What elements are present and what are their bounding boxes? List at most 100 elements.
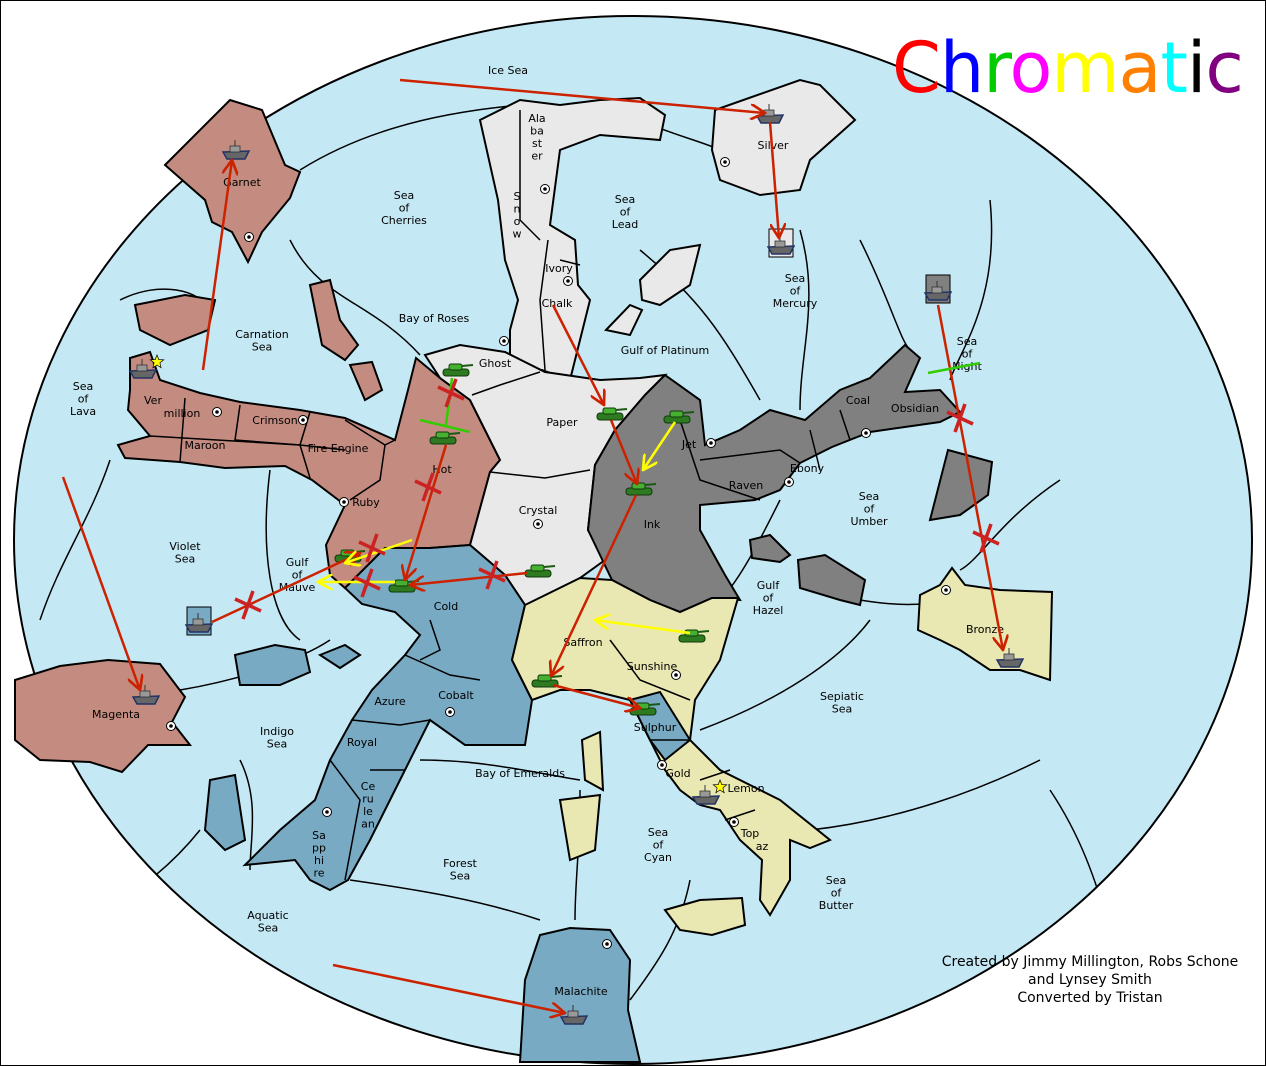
order-arrow <box>61 476 140 690</box>
region-label-line: S <box>514 190 521 203</box>
region-label-line: an <box>361 818 375 831</box>
fleet-icon[interactable] <box>221 140 251 160</box>
failed-order-x-icon <box>358 533 386 563</box>
region-label-line: Ruby <box>352 496 380 509</box>
territory-garnet[interactable] <box>163 98 302 265</box>
territory-bronze[interactable] <box>916 566 1054 682</box>
region-label: Violet Sea <box>169 540 201 566</box>
region-label-line: Sea <box>175 553 196 566</box>
region-label-line: Crystal <box>519 504 558 517</box>
order-arrow <box>595 620 691 635</box>
region-label-line: of <box>763 592 775 605</box>
army-tank-icon[interactable] <box>442 363 474 377</box>
territory-silver[interactable] <box>710 78 857 197</box>
region-label-line: Sea <box>615 193 636 206</box>
region-label-line: Umber <box>850 515 888 528</box>
region-label: Sa pp hi re <box>312 829 326 880</box>
region-label: Sea of Lava <box>70 380 96 418</box>
region-label: Sea of Lead <box>612 193 638 231</box>
island-yellow-2 <box>558 793 602 862</box>
supply-center-icon <box>720 157 730 167</box>
region-label-line: Lava <box>70 405 96 418</box>
region-label: Jet <box>681 438 697 451</box>
order-arrow <box>936 304 1003 650</box>
supply-center-icon <box>671 670 681 680</box>
island-gray-2 <box>796 553 867 607</box>
region-label-line: Bay of Roses <box>399 312 470 325</box>
order-arrow <box>643 421 677 470</box>
fleet-icon[interactable] <box>128 359 158 379</box>
army-tank-icon[interactable] <box>663 410 695 424</box>
title-letter: r <box>983 27 1010 109</box>
region-label-line: Garnet <box>223 176 261 189</box>
region-label-line: Sulphur <box>634 721 677 734</box>
army-tank-icon[interactable] <box>596 407 628 421</box>
supply-center-icon <box>657 760 667 770</box>
region-label-line: Maroon <box>185 439 226 452</box>
fleet-icon[interactable] <box>131 685 161 705</box>
orders <box>61 78 1003 1013</box>
region-label-line: of <box>292 569 304 582</box>
region-label-line: Ala <box>528 112 545 125</box>
region-label-line: Gold <box>665 767 690 780</box>
supply-center-icon <box>339 497 349 507</box>
army-tank-icon[interactable] <box>429 431 461 445</box>
title-letter: c <box>1205 27 1243 109</box>
island-blue-1 <box>233 643 312 686</box>
region-label: Indigo Sea <box>260 725 294 751</box>
island-white-1 <box>638 243 702 307</box>
title-letter: m <box>1051 27 1119 109</box>
credits-line-2: and Lynsey Smith <box>1028 972 1152 988</box>
territory-malachite[interactable] <box>518 926 642 1063</box>
supply-center-icon <box>941 585 951 595</box>
title-letter: o <box>1009 27 1053 109</box>
region-label-line: Paper <box>546 416 578 429</box>
region-label: Sea of Cherries <box>381 189 427 227</box>
region-label-line: le <box>363 805 373 818</box>
region-label-line: Jet <box>681 438 697 451</box>
credits-line-1: Created by Jimmy Millington, Robs Schone <box>941 954 1239 970</box>
territory-blue-mainland[interactable] <box>242 543 534 892</box>
region-label: Ink <box>644 518 661 531</box>
home-star-icon <box>149 354 165 369</box>
region-label: Crimson <box>252 414 297 427</box>
supply-center-icon <box>244 232 254 242</box>
region-label-line: Ce <box>361 780 376 793</box>
region-label: Aquatic Sea <box>247 909 288 935</box>
region-label-line: Lead <box>612 218 638 231</box>
region-label: Sea of Umber <box>850 490 888 528</box>
region-label-line: Ivory <box>545 262 573 275</box>
failed-order-x-icon <box>414 472 442 502</box>
fleet-icon[interactable] <box>691 785 721 805</box>
region-label: Bronze <box>966 623 1004 636</box>
region-label-line: Ink <box>644 518 661 531</box>
region-label-line: Sea <box>785 272 806 285</box>
fleet-icon[interactable] <box>766 228 796 258</box>
region-label-line: Silver <box>758 139 789 152</box>
region-label: Obsidian <box>891 402 939 415</box>
island-small <box>348 360 384 402</box>
region-label: Sunshine <box>627 660 678 673</box>
fleet-icon[interactable] <box>923 274 953 304</box>
region-label: Raven <box>729 479 763 492</box>
title-letter: t <box>1160 27 1187 109</box>
failed-order-x-icon <box>234 590 262 620</box>
region-label: Chalk <box>542 297 573 310</box>
fleet-icon[interactable] <box>184 606 214 636</box>
order-arrow <box>552 683 640 708</box>
region-label: Malachite <box>554 985 607 998</box>
region-label-line: pp <box>312 842 326 855</box>
territory-magenta[interactable] <box>14 658 193 774</box>
region-label-line: n <box>514 203 521 216</box>
region-label: Lemon <box>727 782 764 795</box>
supply-center-icon <box>499 336 509 346</box>
army-tank-icon[interactable] <box>678 629 710 643</box>
region-label-line: re <box>313 867 324 880</box>
region-label-line: Bronze <box>966 623 1004 636</box>
region-label: Sea of Cyan <box>644 826 672 864</box>
credits: Created by Jimmy Millington, Robs Schone… <box>920 953 1260 1007</box>
region-label-line: Ice Sea <box>488 64 528 77</box>
title-letter: a <box>1118 27 1162 109</box>
failed-order-x-icon <box>437 378 465 408</box>
army-tank-icon[interactable] <box>524 564 556 578</box>
